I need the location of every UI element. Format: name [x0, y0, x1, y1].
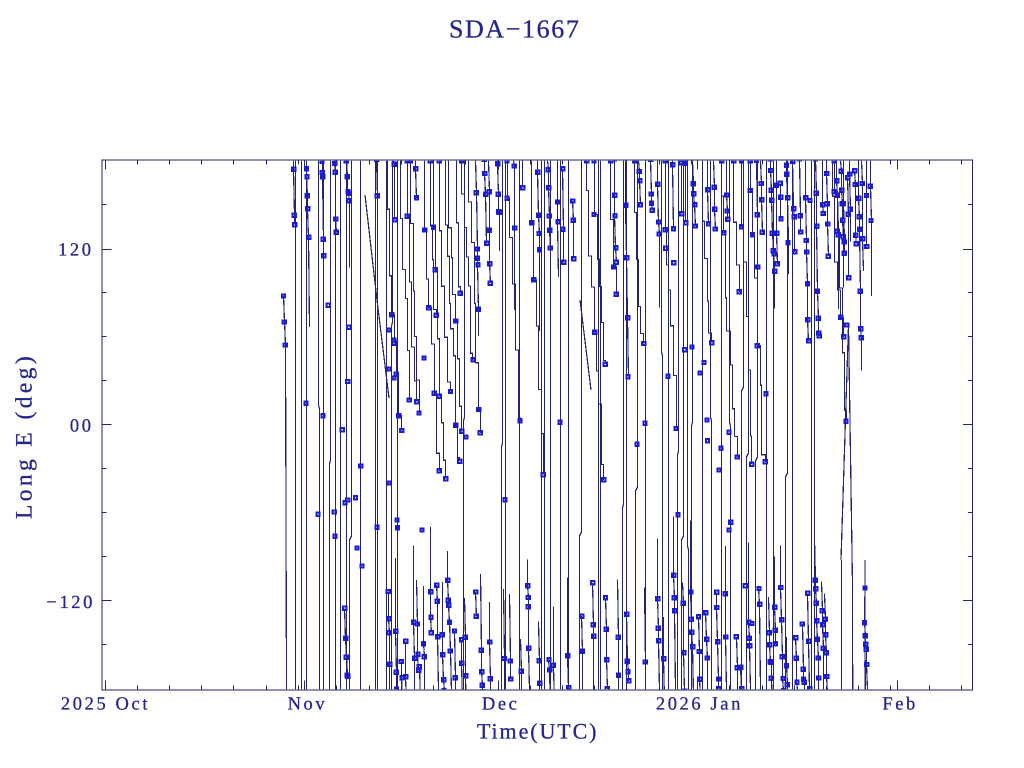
svg-text:00: 00 — [70, 417, 94, 437]
svg-text:Long E (deg): Long E (deg) — [12, 353, 38, 519]
svg-text:2026 Jan: 2026 Jan — [656, 695, 743, 715]
svg-text:2025 Oct: 2025 Oct — [61, 695, 150, 715]
svg-text:120: 120 — [58, 241, 94, 261]
svg-text:Time(UTC): Time(UTC) — [477, 718, 598, 743]
svg-text:SDA−1667: SDA−1667 — [449, 15, 580, 44]
svg-text:Feb: Feb — [882, 695, 918, 715]
svg-text:−120: −120 — [46, 593, 95, 613]
svg-text:Nov: Nov — [288, 695, 328, 715]
svg-text:Dec: Dec — [482, 695, 520, 715]
